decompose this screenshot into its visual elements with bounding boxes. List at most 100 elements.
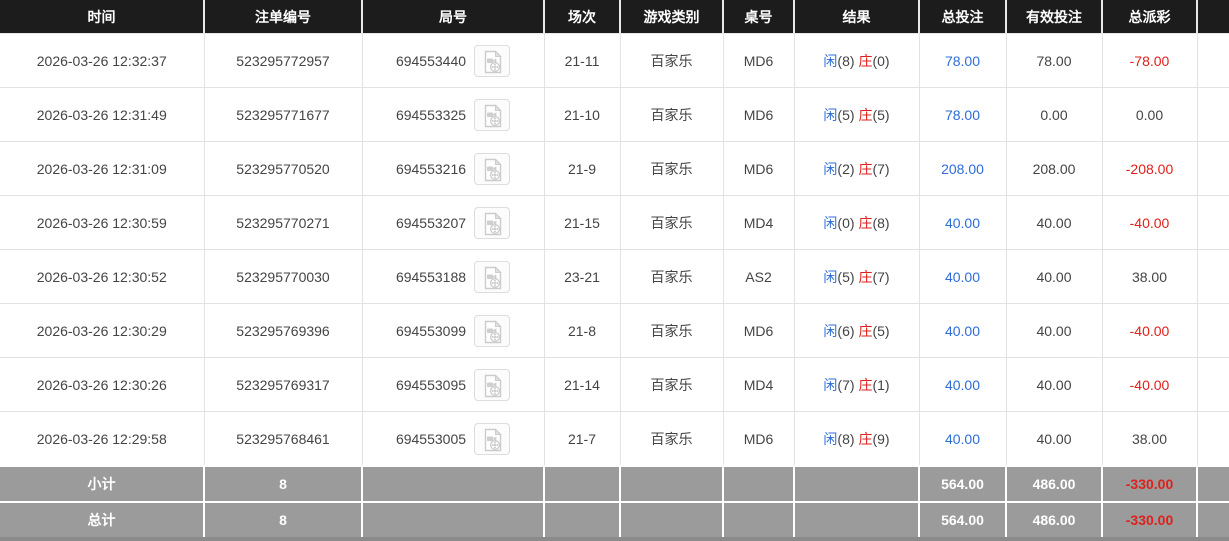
footer-empty-cell [362, 501, 545, 541]
video-replay-button[interactable] [474, 206, 511, 239]
subtotal-valid-bet: 486.00 [1006, 465, 1103, 502]
video-replay-button[interactable] [474, 368, 511, 401]
cell-round-id: 694553440 [361, 33, 545, 88]
result-player-points: (5) [837, 106, 855, 123]
column-header-session: 场次 [544, 0, 621, 34]
video-replay-icon [484, 50, 502, 74]
cell-payout: -78.00 [1101, 33, 1198, 88]
total-bet-link[interactable]: 78.00 [944, 52, 981, 69]
total-bet-link[interactable]: 78.00 [944, 106, 981, 123]
cell-session: 21-11 [543, 33, 621, 88]
cell-table-no: AS2 [722, 249, 795, 304]
cell-game-type: 百家乐 [619, 249, 724, 304]
round-id-text: 694553095 [395, 376, 467, 393]
video-replay-button[interactable] [474, 260, 511, 293]
cell-table-no: MD6 [722, 141, 795, 196]
cell-total-bet: 40.00 [918, 357, 1007, 412]
result-banker-label: 庄 [858, 322, 873, 339]
total-bet-link[interactable]: 40.00 [944, 322, 981, 339]
video-replay-icon [484, 320, 502, 344]
cell-session: 21-14 [543, 357, 621, 412]
video-replay-icon [484, 428, 502, 452]
cell-valid-bet: 40.00 [1005, 303, 1103, 358]
total-bet-link[interactable]: 40.00 [944, 430, 981, 447]
cell-filler [1196, 411, 1229, 467]
cell-result: 闲(5) 庄(5) [793, 87, 920, 142]
footer-empty-cell [544, 465, 621, 502]
total-bet-link[interactable]: 40.00 [944, 268, 981, 285]
cell-valid-bet: 40.00 [1005, 411, 1103, 467]
cell-filler [1196, 87, 1229, 142]
cell-result: 闲(5) 庄(7) [793, 249, 920, 304]
result-player-label: 闲 [823, 376, 838, 393]
subtotal-count: 8 [204, 465, 363, 502]
cell-round-id: 694553325 [361, 87, 545, 142]
result-banker-points: (5) [872, 106, 890, 123]
round-id-text: 694553099 [395, 322, 467, 339]
footer-empty-cell [794, 501, 920, 541]
cell-round-id: 694553188 [361, 249, 545, 304]
result-banker-label: 庄 [858, 214, 873, 231]
video-replay-icon [484, 158, 502, 182]
column-header-valid_bet: 有效投注 [1006, 0, 1103, 34]
cell-round-id: 694553216 [361, 141, 545, 196]
total-payout: -330.00 [1102, 501, 1198, 541]
total-row: 总计 8 564.00 486.00 -330.00 [0, 501, 1229, 541]
video-replay-button[interactable] [474, 152, 511, 185]
video-replay-button[interactable] [474, 44, 511, 77]
cell-payout: -40.00 [1101, 195, 1198, 250]
cell-filler [1196, 195, 1229, 250]
result-banker-label: 庄 [858, 376, 873, 393]
cell-payout: -40.00 [1101, 303, 1198, 358]
total-valid-bet: 486.00 [1006, 501, 1103, 541]
column-header-result: 结果 [794, 0, 920, 34]
result-banker-label: 庄 [858, 106, 873, 123]
footer-empty-cell [544, 501, 621, 541]
total-total-bet: 564.00 [919, 501, 1007, 541]
video-replay-button[interactable] [474, 422, 511, 455]
result-banker-points: (9) [872, 430, 890, 447]
round-id-text: 694553188 [395, 268, 467, 285]
result-banker-points: (5) [872, 322, 890, 339]
cell-time: 2026-03-26 12:32:37 [0, 33, 205, 88]
table-row: 2026-03-26 12:30:52 523295770030 694553188… [0, 249, 1229, 304]
total-bet-link[interactable]: 40.00 [944, 214, 981, 231]
cell-valid-bet: 40.00 [1005, 195, 1103, 250]
cell-table-no: MD4 [722, 195, 795, 250]
result-player-points: (8) [837, 52, 855, 69]
cell-payout: -40.00 [1101, 357, 1198, 412]
cell-result: 闲(0) 庄(8) [793, 195, 920, 250]
cell-valid-bet: 40.00 [1005, 249, 1103, 304]
cell-game-type: 百家乐 [619, 195, 724, 250]
table-row: 2026-03-26 12:30:26 523295769317 694553095… [0, 357, 1229, 412]
video-replay-icon [484, 212, 502, 236]
total-bet-link[interactable]: 208.00 [941, 160, 984, 177]
round-id-text: 694553005 [395, 430, 467, 447]
result-player-points: (8) [837, 430, 855, 447]
cell-bet-id: 523295770520 [203, 141, 363, 196]
cell-filler [1196, 303, 1229, 358]
cell-total-bet: 78.00 [918, 87, 1007, 142]
subtotal-payout: -330.00 [1102, 465, 1198, 502]
video-replay-button[interactable] [474, 98, 511, 131]
cell-total-bet: 78.00 [918, 33, 1007, 88]
column-header-table_no: 桌号 [723, 0, 795, 34]
cell-result: 闲(2) 庄(7) [793, 141, 920, 196]
result-player-label: 闲 [823, 214, 838, 231]
result-player-points: (7) [837, 376, 855, 393]
cell-filler [1196, 249, 1229, 304]
cell-table-no: MD6 [722, 87, 795, 142]
cell-bet-id: 523295771677 [203, 87, 363, 142]
total-bet-link[interactable]: 40.00 [944, 376, 981, 393]
result-banker-label: 庄 [858, 430, 873, 447]
cell-round-id: 694553099 [361, 303, 545, 358]
result-banker-points: (7) [872, 160, 890, 177]
video-replay-button[interactable] [474, 314, 511, 347]
table-row: 2026-03-26 12:32:37 523295772957 694553440… [0, 33, 1229, 88]
column-header-time: 时间 [0, 0, 205, 34]
cell-game-type: 百家乐 [619, 87, 724, 142]
cell-result: 闲(8) 庄(9) [793, 411, 920, 467]
cell-bet-id: 523295770030 [203, 249, 363, 304]
cell-valid-bet: 0.00 [1005, 87, 1103, 142]
